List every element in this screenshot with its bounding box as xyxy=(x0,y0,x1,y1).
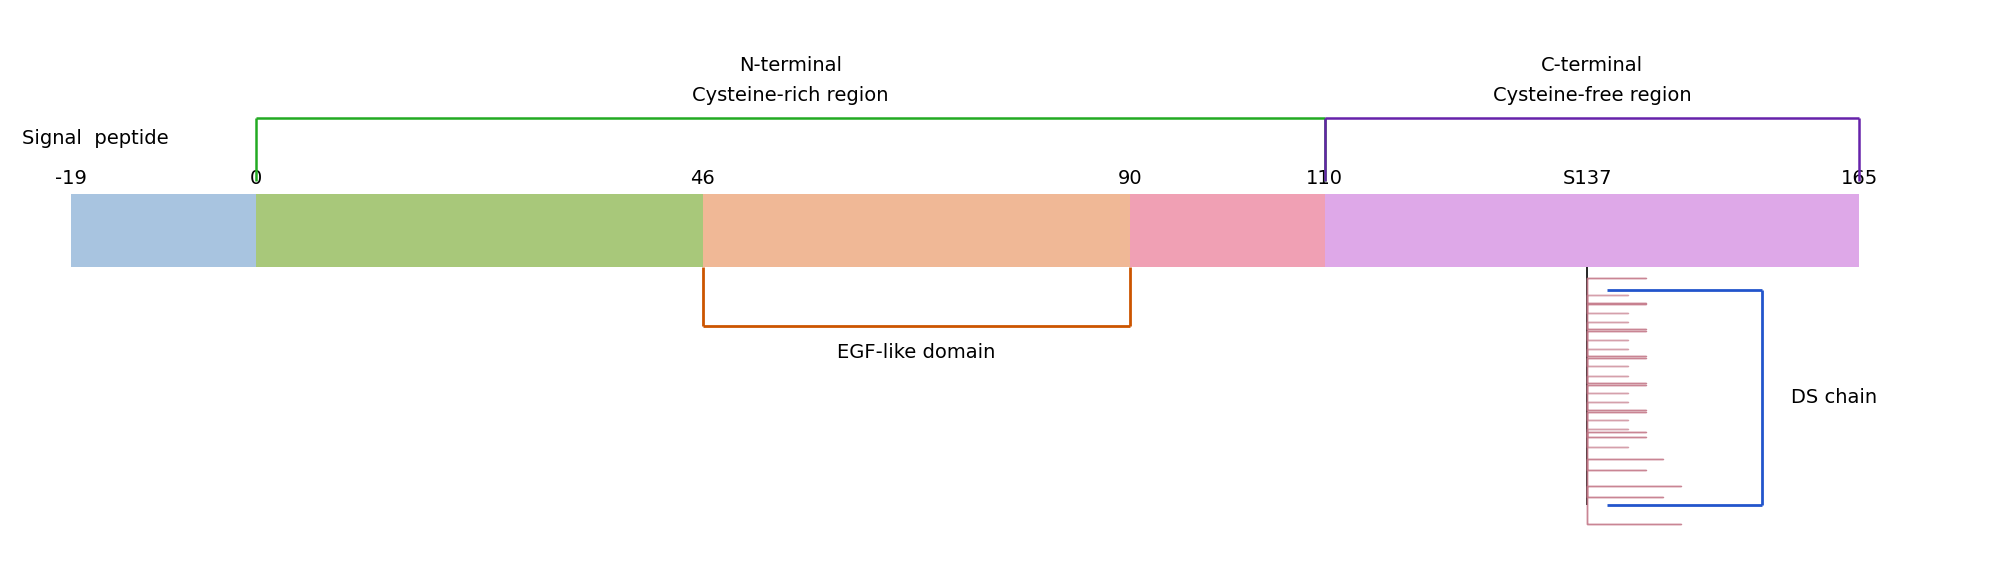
Text: 0: 0 xyxy=(249,169,261,188)
Bar xyxy=(1130,194,1325,267)
Bar xyxy=(70,194,255,267)
Text: -19: -19 xyxy=(54,169,86,188)
Text: N-terminal: N-terminal xyxy=(739,57,841,75)
Text: 46: 46 xyxy=(690,169,714,188)
Text: 110: 110 xyxy=(1307,169,1343,188)
Text: Cysteine-rich region: Cysteine-rich region xyxy=(692,86,887,105)
Text: S137: S137 xyxy=(1561,169,1612,188)
Text: C-terminal: C-terminal xyxy=(1539,57,1642,75)
Text: 165: 165 xyxy=(1840,169,1877,188)
Text: Cysteine-free region: Cysteine-free region xyxy=(1491,86,1690,105)
Bar xyxy=(1325,194,1858,267)
Text: 90: 90 xyxy=(1118,169,1142,188)
Bar xyxy=(702,194,1130,267)
Text: DS chain: DS chain xyxy=(1790,388,1877,407)
Text: Signal  peptide: Signal peptide xyxy=(22,129,169,147)
Bar xyxy=(255,194,702,267)
Text: EGF-like domain: EGF-like domain xyxy=(837,343,995,362)
